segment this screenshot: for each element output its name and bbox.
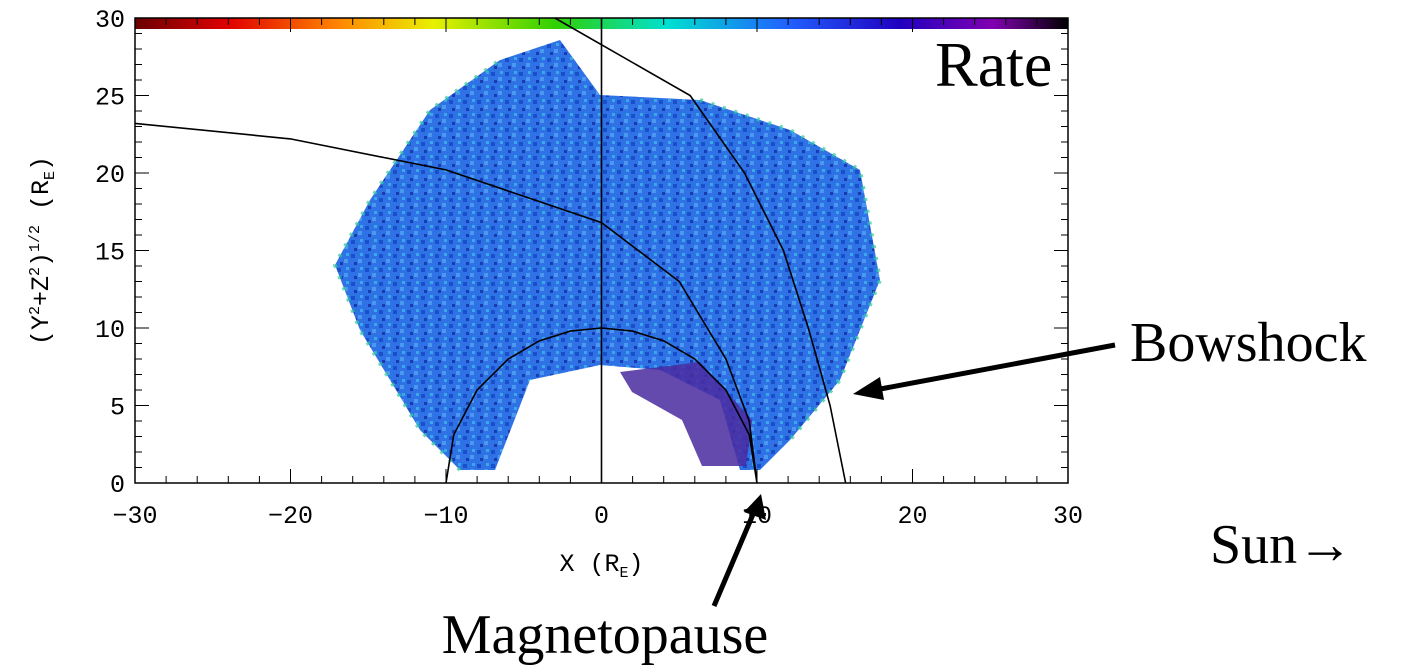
density-cloud — [335, 40, 880, 470]
annotations: Rate Bowshock Sun→ Magnetopause — [442, 29, 1367, 666]
y-tick-label: 25 — [95, 84, 125, 113]
y-tick-label: 5 — [110, 394, 125, 423]
y-axis-label-part: (Y — [27, 315, 56, 345]
y-tick-label: 10 — [95, 316, 125, 345]
y-axis-label: (Y2+Z2)1/2 (RE) — [27, 156, 59, 345]
y-axis-label-part: +Z — [27, 276, 56, 306]
y-tick-label: 0 — [110, 471, 125, 500]
y-axis-label-part: E — [42, 171, 59, 180]
arrow-head — [853, 377, 884, 400]
bowshock-label: Bowshock — [1130, 312, 1366, 374]
y-axis-label-part: 1/2 — [27, 225, 44, 252]
y-tick-label: 15 — [95, 239, 125, 268]
x-axis-label-part: ) — [629, 550, 644, 579]
x-axis-label-part: E — [619, 565, 628, 582]
density-edge — [332, 58, 883, 472]
y-tick-label: 20 — [95, 161, 125, 190]
x-tick-label: 20 — [897, 502, 927, 531]
magnetopause-label: Magnetopause — [442, 604, 769, 666]
x-tick-label: −10 — [423, 502, 468, 531]
rate-label: Rate — [935, 29, 1052, 100]
x-tick-label: 30 — [1053, 502, 1083, 531]
x-tick-label: −30 — [112, 502, 157, 531]
sun-label: Sun→ — [1210, 514, 1353, 576]
arrow — [874, 342, 1116, 393]
y-axis-label-part: (R — [27, 180, 56, 225]
curve — [134, 122, 758, 484]
y-tick-label: 30 — [95, 6, 125, 35]
y-axis-label-part: ) — [27, 252, 56, 267]
x-tick-label: −20 — [268, 502, 313, 531]
y-axis-label-part: ) — [27, 156, 56, 171]
x-tick-label: 10 — [742, 502, 772, 531]
curve — [554, 17, 847, 484]
arrow-head — [744, 494, 766, 520]
x-tick-label: 0 — [594, 502, 609, 531]
arrow — [711, 511, 757, 607]
x-axis-label: X (RE) — [559, 550, 643, 582]
density-core — [620, 362, 752, 466]
y-axis-label-part: 2 — [27, 267, 44, 276]
y-axis-label-part: 2 — [27, 306, 44, 315]
x-axis-label-part: X (R — [559, 550, 619, 579]
